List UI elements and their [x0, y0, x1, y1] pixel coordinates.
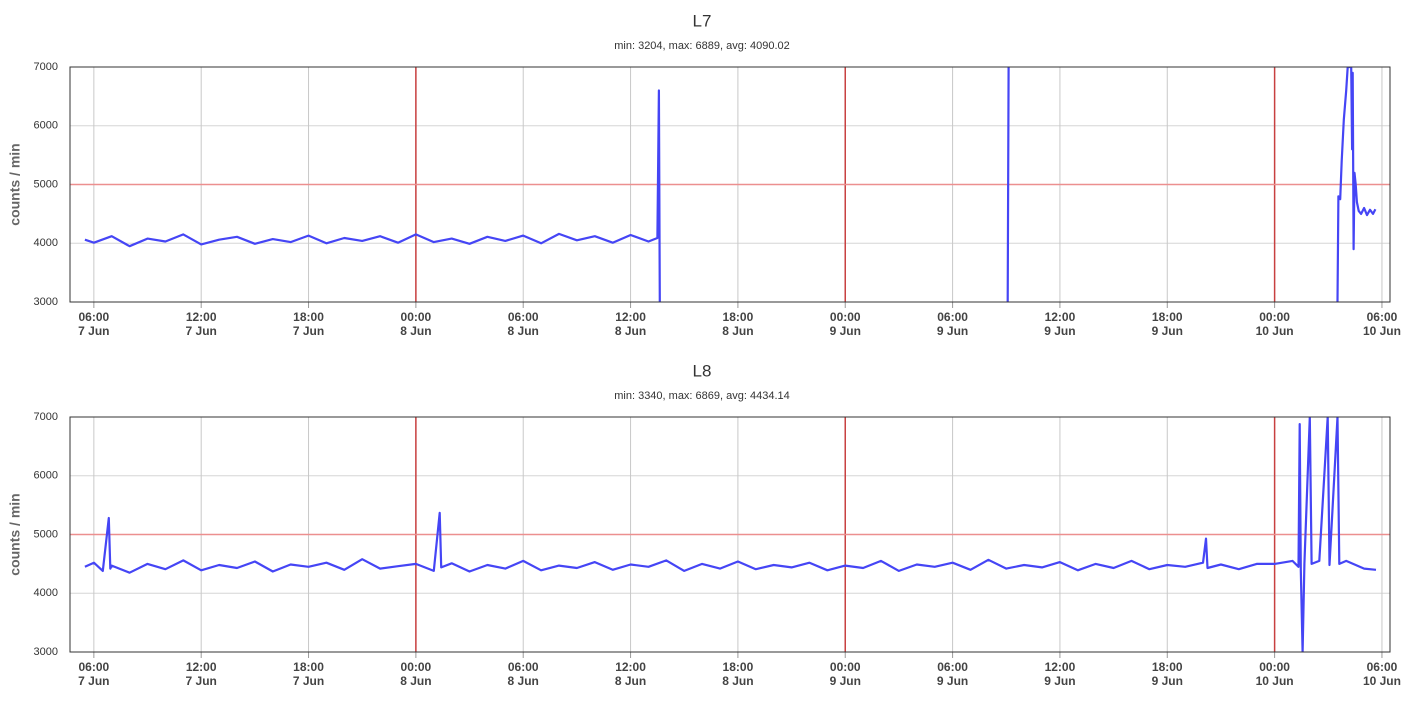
x-tick-label: 06:00: [937, 660, 968, 674]
y-axis-title: counts / min: [7, 493, 23, 575]
x-tick-label: 9 Jun: [1152, 324, 1183, 338]
x-tick-label: 00:00: [401, 660, 432, 674]
x-tick-label: 9 Jun: [830, 324, 861, 338]
x-tick-label: 9 Jun: [830, 674, 861, 688]
x-tick-label: 00:00: [830, 310, 861, 324]
chart-title: L7: [693, 11, 712, 30]
x-tick-label: 8 Jun: [722, 324, 753, 338]
x-tick-label: 8 Jun: [615, 324, 646, 338]
x-tick-label: 10 Jun: [1363, 324, 1401, 338]
x-tick-label: 06:00: [79, 310, 110, 324]
x-tick-label: 10 Jun: [1256, 674, 1294, 688]
y-tick-label: 3000: [34, 296, 58, 308]
x-tick-label: 7 Jun: [293, 674, 324, 688]
x-tick-label: 06:00: [508, 310, 539, 324]
chart-subtitle: min: 3204, max: 6889, avg: 4090.02: [614, 40, 790, 52]
y-tick-label: 4000: [34, 237, 58, 249]
x-tick-label: 8 Jun: [508, 674, 539, 688]
x-tick-label: 06:00: [1367, 310, 1398, 324]
x-tick-label: 9 Jun: [1152, 674, 1183, 688]
x-tick-label: 9 Jun: [1044, 674, 1075, 688]
x-tick-label: 10 Jun: [1363, 674, 1401, 688]
plot-frame: [69, 416, 1391, 653]
x-tick-label: 7 Jun: [78, 674, 109, 688]
x-tick-label: 12:00: [186, 660, 217, 674]
y-tick-label: 7000: [34, 61, 58, 73]
chart-title: L8: [693, 361, 712, 380]
x-tick-label: 18:00: [293, 310, 324, 324]
x-tick-label: 7 Jun: [186, 674, 217, 688]
x-tick-label: 8 Jun: [400, 674, 431, 688]
y-tick-label: 6000: [34, 470, 58, 482]
x-tick-label: 06:00: [79, 660, 110, 674]
x-tick-label: 00:00: [1259, 660, 1290, 674]
y-tick-label: 4000: [34, 587, 58, 599]
x-tick-label: 00:00: [401, 310, 432, 324]
x-tick-label: 8 Jun: [508, 324, 539, 338]
x-tick-label: 8 Jun: [615, 674, 646, 688]
x-tick-label: 8 Jun: [722, 674, 753, 688]
x-tick-label: 7 Jun: [293, 324, 324, 338]
x-tick-label: 9 Jun: [937, 324, 968, 338]
x-tick-label: 00:00: [1259, 310, 1290, 324]
data-line: [84, 417, 1377, 652]
x-tick-label: 06:00: [1367, 660, 1398, 674]
x-tick-label: 06:00: [937, 310, 968, 324]
x-tick-label: 18:00: [1152, 660, 1183, 674]
x-tick-label: 10 Jun: [1256, 324, 1294, 338]
x-tick-label: 18:00: [723, 310, 754, 324]
y-tick-label: 7000: [34, 411, 58, 423]
y-tick-label: 3000: [34, 646, 58, 658]
x-tick-label: 12:00: [615, 310, 646, 324]
y-tick-label: 5000: [34, 178, 58, 190]
x-tick-label: 8 Jun: [400, 324, 431, 338]
x-tick-label: 9 Jun: [1044, 324, 1075, 338]
x-tick-label: 12:00: [1045, 660, 1076, 674]
data-line: [84, 67, 1377, 302]
x-tick-label: 12:00: [615, 660, 646, 674]
x-tick-label: 18:00: [723, 660, 754, 674]
x-tick-label: 7 Jun: [186, 324, 217, 338]
chart-subtitle: min: 3340, max: 6869, avg: 4434.14: [614, 390, 790, 402]
y-tick-label: 5000: [34, 528, 58, 540]
x-tick-label: 12:00: [186, 310, 217, 324]
x-tick-label: 12:00: [1045, 310, 1076, 324]
x-tick-label: 18:00: [293, 660, 324, 674]
x-tick-label: 7 Jun: [78, 324, 109, 338]
x-tick-label: 9 Jun: [937, 674, 968, 688]
x-tick-label: 06:00: [508, 660, 539, 674]
y-axis-title: counts / min: [7, 143, 23, 225]
y-tick-label: 6000: [34, 120, 58, 132]
x-tick-label: 18:00: [1152, 310, 1183, 324]
x-tick-label: 00:00: [830, 660, 861, 674]
plot-frame: [69, 66, 1391, 303]
